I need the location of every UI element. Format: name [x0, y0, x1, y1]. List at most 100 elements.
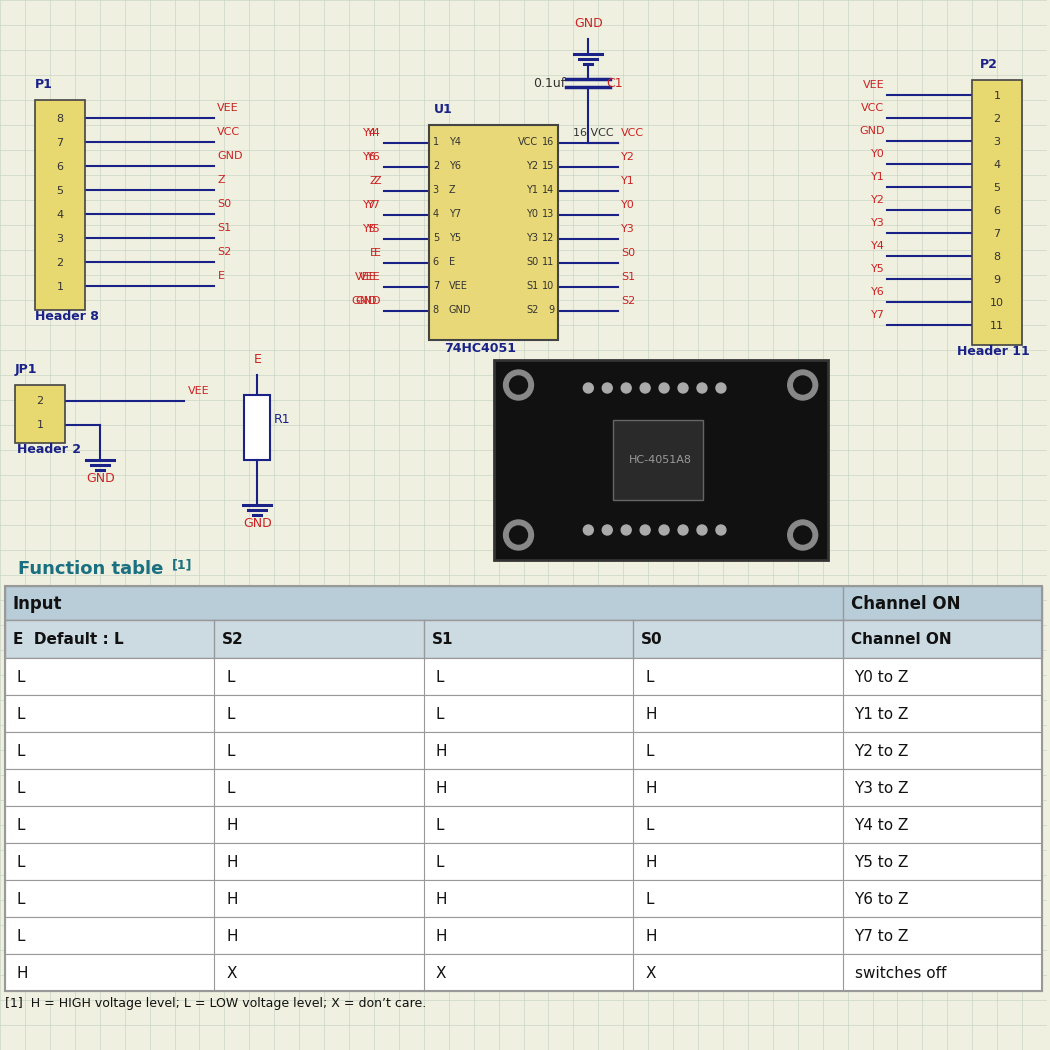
Text: H: H — [17, 966, 28, 981]
Text: H: H — [436, 892, 447, 907]
Text: Y6: Y6 — [363, 152, 377, 162]
Circle shape — [504, 520, 533, 550]
Text: S1: S1 — [622, 272, 635, 282]
Text: H: H — [436, 781, 447, 796]
Bar — [5, 586, 1042, 620]
Text: 7: 7 — [433, 281, 439, 291]
Text: L: L — [17, 670, 25, 685]
Text: Header 2: Header 2 — [17, 443, 81, 456]
Text: L: L — [17, 929, 25, 944]
Text: 12: 12 — [542, 233, 554, 243]
Text: VEE: VEE — [217, 103, 239, 113]
Bar — [613, 420, 704, 500]
Text: switches off: switches off — [855, 966, 946, 981]
Text: Y3: Y3 — [622, 224, 635, 234]
Text: 0.1uf: 0.1uf — [533, 77, 566, 90]
Bar — [245, 395, 270, 460]
Text: H: H — [645, 707, 656, 722]
Text: Y5: Y5 — [363, 224, 377, 234]
Text: VEE: VEE — [863, 80, 884, 90]
Bar — [5, 695, 1042, 732]
Circle shape — [794, 376, 812, 394]
Text: 1: 1 — [993, 91, 1001, 101]
Bar — [5, 658, 1042, 695]
Text: H: H — [436, 929, 447, 944]
Text: 4: 4 — [433, 209, 439, 219]
Text: S0: S0 — [622, 248, 635, 258]
Text: 15: 15 — [542, 161, 554, 171]
Text: GND: GND — [352, 296, 377, 306]
Text: Y6 to Z: Y6 to Z — [855, 892, 909, 907]
Circle shape — [678, 525, 688, 536]
Text: Y4: Y4 — [870, 242, 884, 251]
Text: S1: S1 — [217, 223, 231, 233]
Circle shape — [716, 525, 726, 536]
Text: VEE: VEE — [355, 272, 377, 282]
Text: 1: 1 — [37, 420, 43, 430]
Text: Y5: Y5 — [368, 224, 381, 234]
Text: 2: 2 — [993, 114, 1001, 124]
Text: 5: 5 — [993, 183, 1001, 193]
Circle shape — [603, 525, 612, 536]
Text: 10: 10 — [542, 281, 554, 291]
Text: VEE: VEE — [188, 386, 209, 396]
Text: 14: 14 — [542, 185, 554, 195]
Text: H: H — [645, 855, 656, 870]
Bar — [5, 880, 1042, 917]
Text: 9: 9 — [993, 275, 1001, 285]
Text: Y5: Y5 — [448, 233, 461, 243]
Bar — [5, 954, 1042, 991]
Text: Y7: Y7 — [870, 310, 884, 320]
Text: GND: GND — [574, 17, 603, 30]
Circle shape — [584, 525, 593, 536]
Text: GND: GND — [244, 517, 272, 530]
Text: H: H — [227, 818, 238, 833]
Text: Channel ON: Channel ON — [850, 632, 951, 648]
Text: VCC: VCC — [861, 103, 884, 113]
Text: S0: S0 — [526, 257, 539, 267]
Text: Z: Z — [370, 176, 377, 186]
Text: L: L — [17, 892, 25, 907]
Circle shape — [788, 370, 818, 400]
Text: VEE: VEE — [359, 272, 381, 282]
Text: Y0 to Z: Y0 to Z — [855, 670, 909, 685]
Text: Y4 to Z: Y4 to Z — [855, 818, 909, 833]
Text: Y4: Y4 — [363, 128, 377, 138]
Text: S0: S0 — [217, 200, 231, 209]
Text: Y7: Y7 — [368, 200, 381, 210]
Circle shape — [622, 525, 631, 536]
Text: 3: 3 — [993, 136, 1001, 147]
Text: 5: 5 — [433, 233, 439, 243]
Text: 7: 7 — [57, 138, 63, 148]
Text: HC-4051A8: HC-4051A8 — [629, 455, 692, 465]
Circle shape — [659, 383, 669, 393]
Bar — [5, 917, 1042, 954]
Text: U1: U1 — [434, 103, 453, 116]
Text: JP1: JP1 — [15, 363, 38, 376]
Text: GND: GND — [448, 304, 471, 315]
Text: [1]: [1] — [171, 558, 192, 571]
Text: X: X — [436, 966, 446, 981]
Text: Y4: Y4 — [368, 128, 381, 138]
Text: Y7: Y7 — [448, 209, 461, 219]
Text: L: L — [645, 670, 654, 685]
Text: E  Default : L: E Default : L — [13, 632, 124, 648]
Text: L: L — [17, 818, 25, 833]
Circle shape — [697, 525, 707, 536]
Text: 16: 16 — [542, 136, 554, 147]
Text: E: E — [370, 248, 377, 258]
Text: 2: 2 — [57, 258, 63, 268]
Text: Y6: Y6 — [448, 161, 461, 171]
Circle shape — [640, 383, 650, 393]
Text: L: L — [645, 744, 654, 759]
Text: X: X — [227, 966, 237, 981]
Bar — [15, 385, 65, 443]
Circle shape — [678, 383, 688, 393]
Text: E: E — [217, 271, 225, 281]
Text: Y4: Y4 — [448, 136, 461, 147]
Text: Y2: Y2 — [526, 161, 539, 171]
Bar — [428, 125, 559, 340]
Text: H: H — [227, 892, 238, 907]
Circle shape — [622, 383, 631, 393]
Text: Z: Z — [217, 175, 225, 185]
